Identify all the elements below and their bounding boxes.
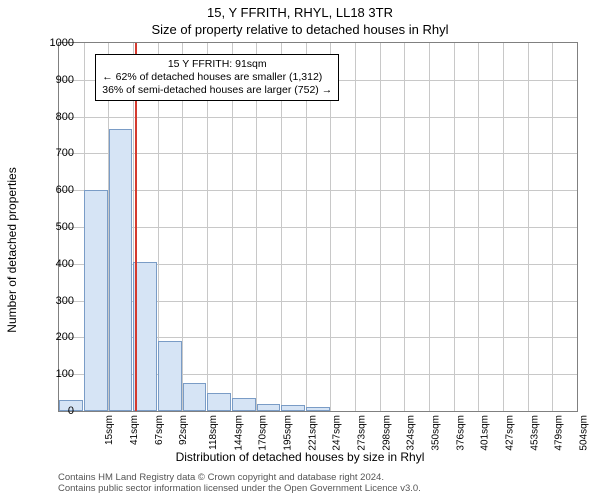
footer-text: Contains HM Land Registry data © Crown c… bbox=[58, 472, 421, 495]
x-tick-label: 118sqm bbox=[208, 415, 219, 450]
gridline-v bbox=[380, 43, 381, 411]
histogram-bar bbox=[257, 404, 281, 411]
histogram-bar bbox=[84, 190, 108, 411]
y-axis-label: Number of detached properties bbox=[5, 167, 19, 332]
y-tick-label: 900 bbox=[34, 74, 74, 86]
annotation-box: 15 Y FFRITH: 91sqm← 62% of detached hous… bbox=[95, 54, 339, 101]
histogram-bar bbox=[183, 383, 207, 411]
x-tick-label: 92sqm bbox=[178, 415, 189, 445]
annotation-line: 15 Y FFRITH: 91sqm bbox=[102, 58, 332, 71]
x-tick-label: 67sqm bbox=[154, 415, 165, 445]
chart-title-line1: 15, Y FFRITH, RHYL, LL18 3TR bbox=[0, 5, 600, 20]
gridline-v bbox=[429, 43, 430, 411]
y-tick-label: 200 bbox=[34, 331, 74, 343]
x-tick-label: 144sqm bbox=[233, 415, 244, 451]
chart-title-line2: Size of property relative to detached ho… bbox=[0, 22, 600, 37]
x-tick-label: 453sqm bbox=[529, 415, 540, 451]
annotation-line: ← 62% of detached houses are smaller (1,… bbox=[102, 71, 332, 84]
x-tick-label: 324sqm bbox=[406, 415, 417, 451]
x-tick-label: 195sqm bbox=[283, 415, 294, 451]
gridline-v bbox=[478, 43, 479, 411]
plot-area: 15 Y FFRITH: 91sqm← 62% of detached hous… bbox=[58, 42, 578, 412]
footer-line2: Contains public sector information licen… bbox=[58, 483, 421, 494]
histogram-bar bbox=[306, 407, 330, 411]
gridline-v bbox=[503, 43, 504, 411]
x-tick-label: 15sqm bbox=[104, 415, 115, 445]
histogram-bar bbox=[281, 405, 305, 411]
x-tick-label: 350sqm bbox=[431, 415, 442, 451]
y-tick-label: 800 bbox=[34, 111, 74, 123]
y-tick-label: 100 bbox=[34, 368, 74, 380]
footer-line1: Contains HM Land Registry data © Crown c… bbox=[58, 472, 421, 483]
x-tick-label: 479sqm bbox=[554, 415, 565, 451]
y-tick-label: 600 bbox=[34, 184, 74, 196]
annotation-line: 36% of semi-detached houses are larger (… bbox=[102, 84, 332, 97]
x-tick-label: 170sqm bbox=[258, 415, 269, 451]
x-tick-label: 247sqm bbox=[332, 415, 343, 451]
y-tick-label: 700 bbox=[34, 147, 74, 159]
gridline-v bbox=[454, 43, 455, 411]
x-tick-label: 504sqm bbox=[579, 415, 590, 451]
gridline-v bbox=[552, 43, 553, 411]
x-tick-label: 427sqm bbox=[505, 415, 516, 451]
x-tick-label: 273sqm bbox=[357, 415, 368, 451]
histogram-bar bbox=[109, 129, 133, 411]
histogram-bar bbox=[207, 393, 231, 411]
histogram-bar bbox=[232, 398, 256, 411]
y-tick-label: 400 bbox=[34, 258, 74, 270]
y-tick-label: 1000 bbox=[34, 37, 74, 49]
y-tick-label: 500 bbox=[34, 221, 74, 233]
y-tick-label: 300 bbox=[34, 295, 74, 307]
x-tick-label: 376sqm bbox=[455, 415, 466, 451]
gridline-v bbox=[528, 43, 529, 411]
gridline-v bbox=[355, 43, 356, 411]
chart-container: 15, Y FFRITH, RHYL, LL18 3TR Size of pro… bbox=[0, 0, 600, 500]
histogram-bar bbox=[158, 341, 182, 411]
x-tick-label: 298sqm bbox=[381, 415, 392, 451]
y-tick-label: 0 bbox=[34, 405, 74, 417]
x-tick-label: 401sqm bbox=[480, 415, 491, 451]
x-tick-label: 41sqm bbox=[129, 415, 140, 445]
gridline-v bbox=[404, 43, 405, 411]
x-tick-label: 221sqm bbox=[307, 415, 318, 451]
x-axis-label: Distribution of detached houses by size … bbox=[0, 450, 600, 464]
